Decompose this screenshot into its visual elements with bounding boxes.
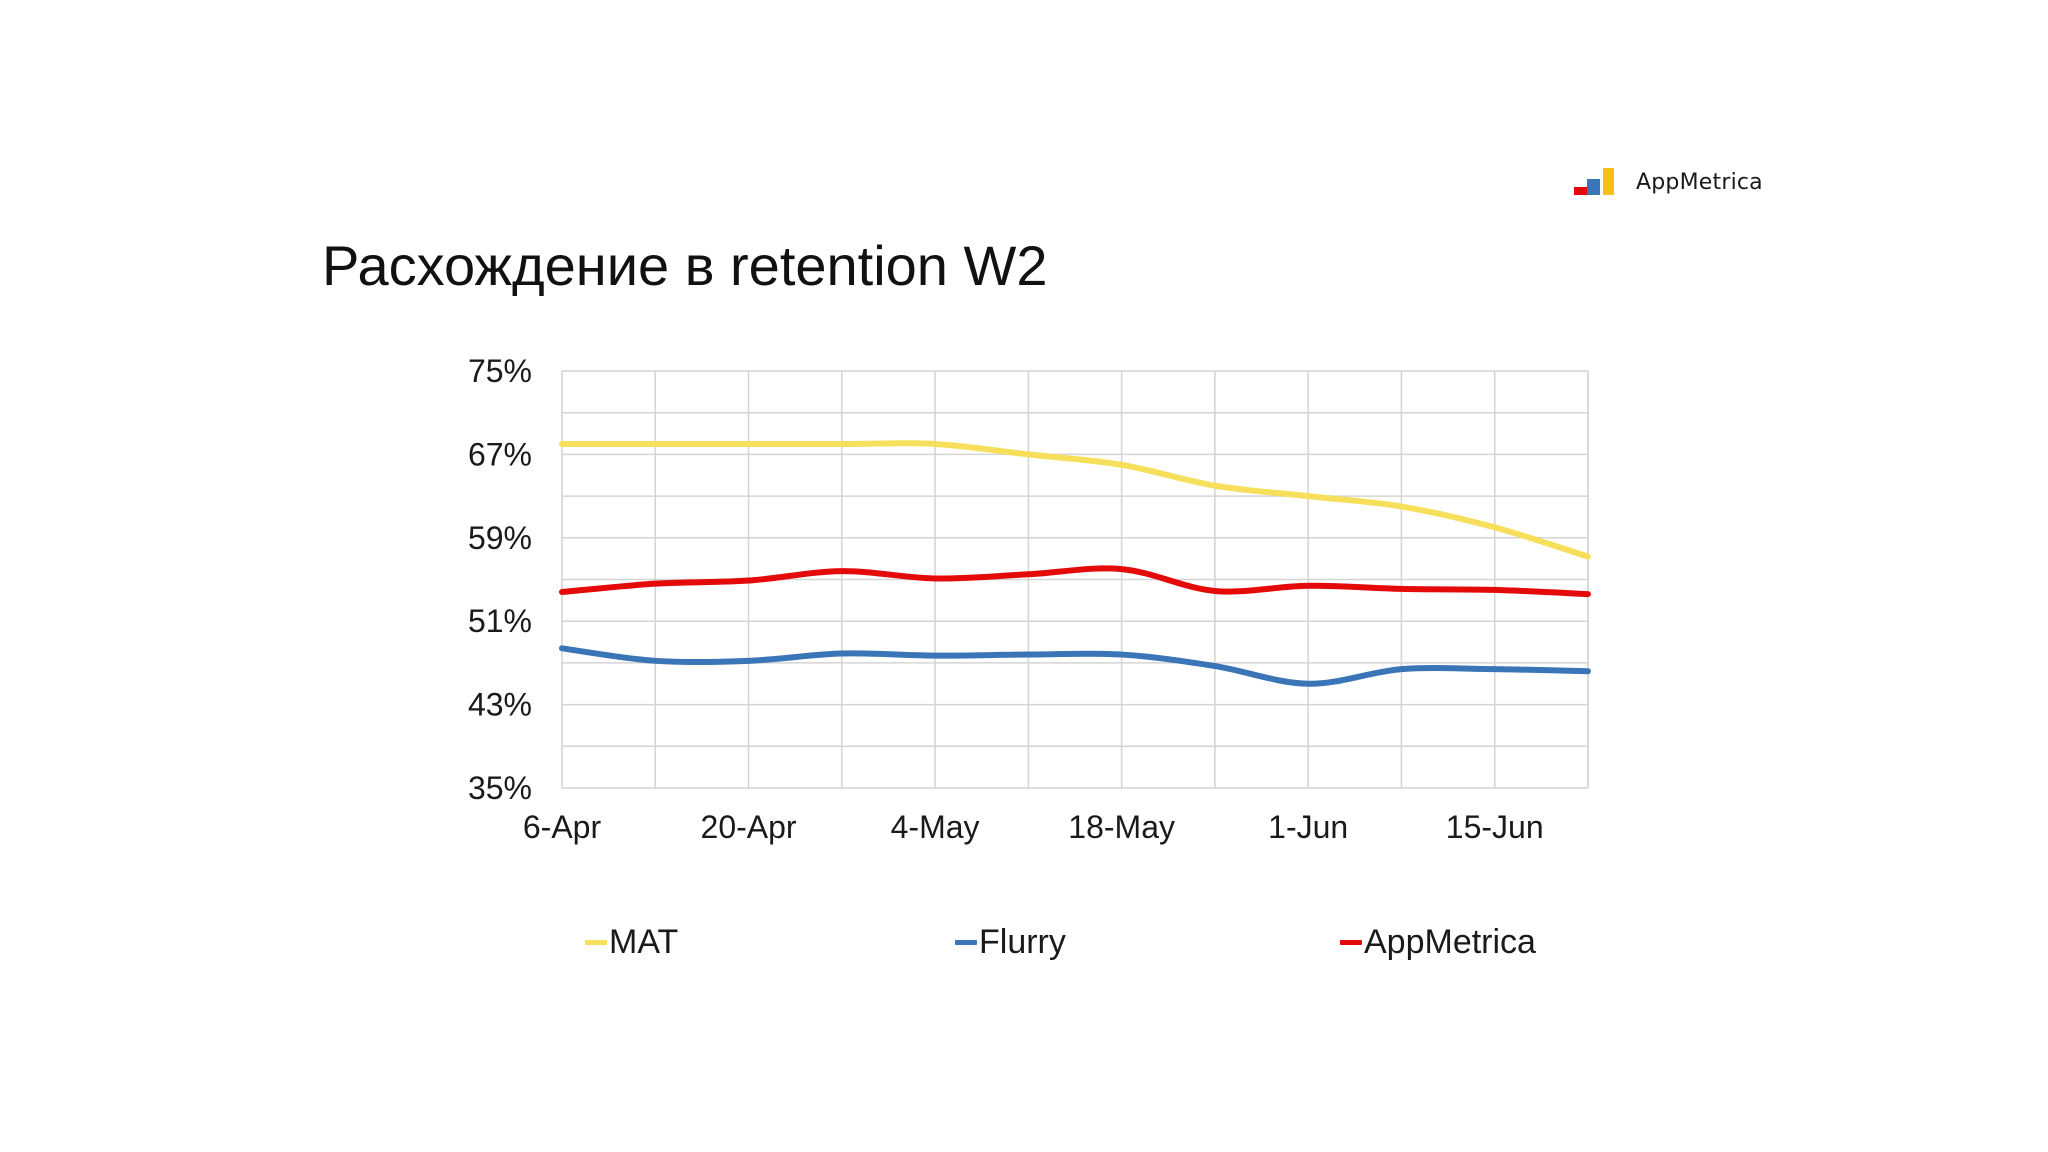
x-tick-label: 18-May xyxy=(1068,809,1175,845)
series-line-mat xyxy=(559,440,1591,560)
y-tick-label: 43% xyxy=(468,687,532,723)
x-tick-label: 6-Apr xyxy=(523,809,602,845)
brand-logo: AppMetrica xyxy=(1574,166,1763,198)
legend-item-appmetrica: AppMetrica xyxy=(1340,923,1536,962)
legend-swatch-flurry xyxy=(955,940,977,945)
series-lines xyxy=(559,440,1591,687)
y-tick-label: 67% xyxy=(468,436,532,472)
legend-swatch-mat xyxy=(585,940,607,945)
y-axis-ticks: 75% 67% 59% 51% 43% 35% xyxy=(468,353,532,806)
legend-label-flurry: Flurry xyxy=(979,923,1066,961)
x-tick-label: 4-May xyxy=(891,809,980,845)
y-tick-label: 51% xyxy=(468,603,532,639)
y-tick-label: 35% xyxy=(468,770,532,806)
legend-label-appmetrica: AppMetrica xyxy=(1364,923,1536,961)
appmetrica-logo-icon xyxy=(1574,168,1614,195)
y-tick-label: 75% xyxy=(468,353,532,389)
chart-legend: MAT Flurry AppMetrica xyxy=(0,923,2048,973)
legend-swatch-appmetrica xyxy=(1340,940,1362,945)
series-line-appmetrica xyxy=(559,565,1591,598)
y-tick-label: 59% xyxy=(468,520,532,556)
x-tick-label: 1-Jun xyxy=(1268,809,1348,845)
brand-name: AppMetrica xyxy=(1636,169,1763,195)
x-axis-ticks: 6-Apr 20-Apr 4-May 18-May 1-Jun 15-Jun xyxy=(523,809,1544,845)
x-tick-label: 20-Apr xyxy=(701,809,797,845)
slide-title: Расхождение в retention W2 xyxy=(322,234,1048,297)
series-line-flurry xyxy=(559,645,1591,687)
retention-line-chart: 75% 67% 59% 51% 43% 35% 6-Apr 20-Apr 4-May 18-Ma… xyxy=(468,353,1591,845)
legend-label-mat: MAT xyxy=(609,923,679,961)
x-tick-label: 15-Jun xyxy=(1446,809,1544,845)
legend-item-mat: MAT xyxy=(585,923,678,962)
legend-item-flurry: Flurry xyxy=(955,923,1066,962)
